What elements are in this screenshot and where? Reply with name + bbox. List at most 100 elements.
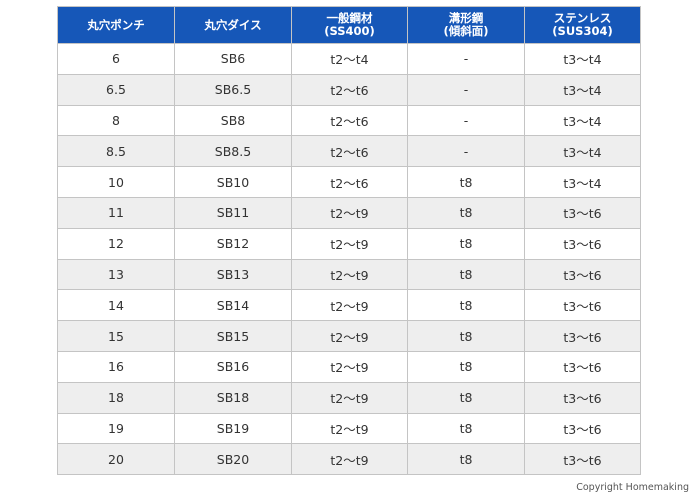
header-round-punch: 丸穴ポンチ — [57, 6, 175, 44]
table-row: 15 SB15 t2～t9 t8 t3～t6 — [57, 320, 641, 352]
header-label: 丸穴ダイス — [204, 17, 262, 32]
header-sublabel: (SUS304) — [552, 24, 613, 38]
cell-punch: 8 — [57, 104, 175, 137]
cell-channel-steel: t8 — [407, 350, 525, 383]
table-row: 20 SB20 t2～t9 t8 t3～t6 — [57, 443, 641, 476]
header-general-steel: 一般鋼材 (SS400) — [291, 6, 408, 44]
cell-channel-steel: t8 — [407, 166, 525, 198]
table-row: 18 SB18 t2～t9 t8 t3～t6 — [57, 381, 641, 414]
spec-table: 丸穴ポンチ 丸穴ダイス 一般鋼材 (SS400) 溝形鋼 (傾斜面) ステンレス… — [57, 6, 641, 476]
cell-stainless: t3～t4 — [524, 166, 641, 198]
cell-punch: 10 — [57, 166, 175, 198]
cell-die: SB18 — [174, 381, 292, 414]
cell-stainless: t3～t6 — [524, 196, 641, 229]
cell-channel-steel: t8 — [407, 443, 525, 476]
cell-channel-steel: t8 — [407, 320, 525, 352]
header-row: 丸穴ポンチ 丸穴ダイス 一般鋼材 (SS400) 溝形鋼 (傾斜面) ステンレス… — [57, 6, 641, 44]
cell-punch: 15 — [57, 320, 175, 352]
cell-punch: 11 — [57, 196, 175, 229]
table-row: 19 SB19 t2～t9 t8 t3～t6 — [57, 412, 641, 445]
header-label: 丸穴ポンチ — [87, 17, 145, 32]
cell-die: SB8 — [174, 104, 292, 137]
cell-stainless: t3～t6 — [524, 289, 641, 322]
cell-stainless: t3～t6 — [524, 412, 641, 445]
cell-punch: 18 — [57, 381, 175, 414]
cell-stainless: t3～t4 — [524, 104, 641, 137]
cell-punch: 8.5 — [57, 135, 175, 168]
cell-general-steel: t2～t9 — [291, 227, 408, 260]
cell-punch: 6.5 — [57, 73, 175, 106]
cell-general-steel: t2～t6 — [291, 166, 408, 198]
cell-die: SB11 — [174, 196, 292, 229]
cell-stainless: t3～t6 — [524, 320, 641, 352]
cell-channel-steel: - — [407, 104, 525, 137]
header-label: 溝形鋼 — [448, 11, 484, 25]
cell-channel-steel: t8 — [407, 381, 525, 414]
header-label: ステンレス — [553, 11, 612, 25]
cell-die: SB16 — [174, 350, 292, 383]
cell-general-steel: t2～t4 — [291, 43, 408, 75]
cell-punch: 12 — [57, 227, 175, 260]
cell-general-steel: t2～t6 — [291, 73, 408, 106]
cell-general-steel: t2～t9 — [291, 350, 408, 383]
cell-punch: 14 — [57, 289, 175, 322]
table-row: 8.5 SB8.5 t2～t6 - t3～t4 — [57, 135, 641, 168]
cell-general-steel: t2～t9 — [291, 258, 408, 291]
table-body: 6 SB6 t2～t4 - t3～t4 6.5 SB6.5 t2～t6 - t3… — [57, 43, 641, 476]
cell-channel-steel: - — [407, 135, 525, 168]
cell-die: SB12 — [174, 227, 292, 260]
copyright-text: Copyright Homemaking — [576, 482, 689, 493]
table-row: 14 SB14 t2～t9 t8 t3～t6 — [57, 289, 641, 322]
cell-general-steel: t2～t9 — [291, 196, 408, 229]
cell-stainless: t3～t6 — [524, 350, 641, 383]
cell-die: SB20 — [174, 443, 292, 476]
cell-die: SB6.5 — [174, 73, 292, 106]
cell-stainless: t3～t4 — [524, 135, 641, 168]
cell-channel-steel: t8 — [407, 227, 525, 260]
cell-punch: 6 — [57, 43, 175, 75]
cell-general-steel: t2～t9 — [291, 443, 408, 476]
cell-die: SB8.5 — [174, 135, 292, 168]
cell-die: SB6 — [174, 43, 292, 75]
cell-general-steel: t2～t9 — [291, 320, 408, 352]
cell-channel-steel: t8 — [407, 258, 525, 291]
table-row: 10 SB10 t2～t6 t8 t3～t4 — [57, 166, 641, 198]
table-row: 12 SB12 t2～t9 t8 t3～t6 — [57, 227, 641, 260]
header-label: 一般鋼材 — [326, 11, 373, 25]
cell-channel-steel: t8 — [407, 412, 525, 445]
header-sublabel: (傾斜面) — [443, 24, 489, 38]
cell-punch: 20 — [57, 443, 175, 476]
cell-die: SB15 — [174, 320, 292, 352]
cell-channel-steel: t8 — [407, 289, 525, 322]
cell-stainless: t3～t6 — [524, 258, 641, 291]
table-row: 16 SB16 t2～t9 t8 t3～t6 — [57, 350, 641, 383]
header-round-die: 丸穴ダイス — [174, 6, 292, 44]
header-channel-steel: 溝形鋼 (傾斜面) — [407, 6, 525, 44]
cell-stainless: t3～t6 — [524, 227, 641, 260]
table-row: 13 SB13 t2～t9 t8 t3～t6 — [57, 258, 641, 291]
cell-stainless: t3～t4 — [524, 73, 641, 106]
cell-punch: 13 — [57, 258, 175, 291]
cell-channel-steel: t8 — [407, 196, 525, 229]
cell-general-steel: t2～t9 — [291, 412, 408, 445]
cell-die: SB13 — [174, 258, 292, 291]
cell-stainless: t3～t6 — [524, 443, 641, 476]
cell-general-steel: t2～t6 — [291, 104, 408, 137]
table-header: 丸穴ポンチ 丸穴ダイス 一般鋼材 (SS400) 溝形鋼 (傾斜面) ステンレス… — [57, 6, 641, 44]
table-row: 6.5 SB6.5 t2～t6 - t3～t4 — [57, 73, 641, 106]
table-row: 11 SB11 t2～t9 t8 t3～t6 — [57, 196, 641, 229]
cell-stainless: t3～t4 — [524, 43, 641, 75]
table-row: 8 SB8 t2～t6 - t3～t4 — [57, 104, 641, 137]
cell-general-steel: t2～t9 — [291, 289, 408, 322]
cell-punch: 16 — [57, 350, 175, 383]
cell-channel-steel: - — [407, 73, 525, 106]
cell-channel-steel: - — [407, 43, 525, 75]
header-sublabel: (SS400) — [324, 24, 375, 38]
table-row: 6 SB6 t2～t4 - t3～t4 — [57, 43, 641, 75]
cell-stainless: t3～t6 — [524, 381, 641, 414]
cell-die: SB19 — [174, 412, 292, 445]
header-stainless: ステンレス (SUS304) — [524, 6, 641, 44]
cell-punch: 19 — [57, 412, 175, 445]
cell-general-steel: t2～t9 — [291, 381, 408, 414]
cell-general-steel: t2～t6 — [291, 135, 408, 168]
